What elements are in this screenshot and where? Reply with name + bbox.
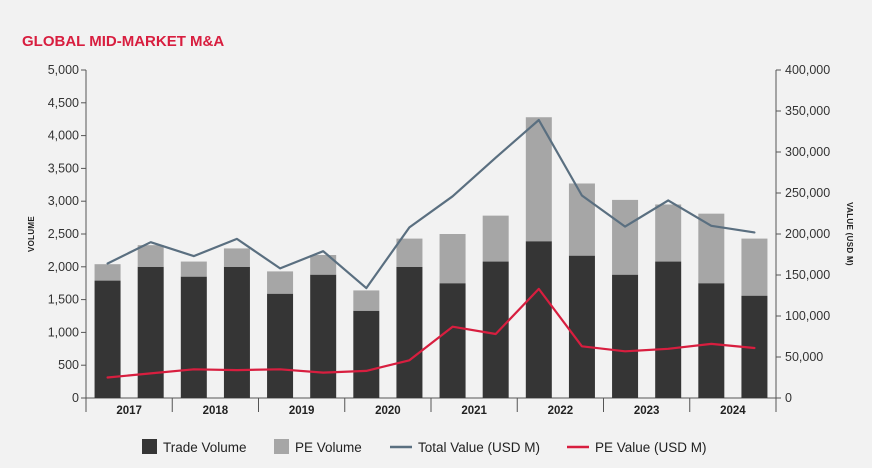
- legend-total-value-label: Total Value (USD M): [418, 440, 540, 455]
- bar-pe-volume: [267, 271, 294, 294]
- bar-trade-volume: [525, 241, 552, 398]
- bar-trade-volume: [396, 266, 423, 398]
- y2-tick-label: 400,000: [785, 63, 830, 77]
- bar-trade-volume: [655, 261, 682, 398]
- y-tick-label: 1,500: [48, 293, 79, 307]
- bar-trade-volume: [137, 266, 164, 398]
- bar-pe-volume: [698, 213, 725, 284]
- bar-trade-volume: [94, 280, 121, 398]
- x-tick-label: 2020: [375, 405, 401, 417]
- y2-tick-label: 150,000: [785, 268, 830, 282]
- line-pe-value: [106, 287, 756, 379]
- bar-pe-volume: [310, 254, 337, 275]
- bar-pe-volume: [94, 264, 121, 281]
- x-tick-label: 2024: [720, 405, 746, 417]
- bar-trade-volume: [439, 283, 466, 398]
- bar-pe-volume: [439, 234, 466, 284]
- y2-tick-label: 0: [785, 391, 792, 405]
- bar-trade-volume: [180, 276, 207, 398]
- bar-pe-volume: [612, 199, 639, 275]
- chart-title: GLOBAL MID-MARKET M&A: [22, 33, 225, 50]
- y-axis-title: VOLUME: [27, 216, 36, 252]
- bar-pe-volume: [396, 238, 423, 267]
- bar-trade-volume: [612, 274, 639, 398]
- bar-trade-volume: [698, 283, 725, 398]
- bar-trade-volume: [482, 261, 509, 398]
- y-tick-label: 500: [58, 358, 79, 372]
- bar-pe-volume: [137, 245, 164, 267]
- y-tick-label: 1,000: [48, 325, 79, 339]
- x-tick-label: 2021: [461, 405, 487, 417]
- bar-pe-volume: [353, 290, 380, 311]
- bar-trade-volume: [223, 266, 250, 398]
- legend-pe-volume-swatch: [274, 439, 289, 454]
- y-tick-label: 4,500: [48, 96, 79, 110]
- bar-trade-volume: [353, 310, 380, 398]
- bar-pe-volume: [741, 238, 768, 296]
- y2-tick-label: 100,000: [785, 309, 830, 323]
- bar-pe-volume: [223, 248, 250, 267]
- y-tick-label: 4,000: [48, 129, 79, 143]
- y-tick-label: 3,000: [48, 194, 79, 208]
- bar-trade-volume: [267, 293, 294, 398]
- bar-pe-volume: [525, 117, 552, 242]
- y2-tick-label: 250,000: [785, 186, 830, 200]
- x-tick-label: 2023: [634, 405, 660, 417]
- y-tick-label: 3,500: [48, 161, 79, 175]
- legend-pe-value-label: PE Value (USD M): [595, 440, 707, 455]
- legend-trade-volume-label: Trade Volume: [163, 440, 247, 455]
- bar-pe-volume: [180, 261, 207, 277]
- y2-tick-label: 300,000: [785, 145, 830, 159]
- y2-tick-label: 50,000: [785, 350, 823, 364]
- x-tick-label: 2017: [116, 405, 142, 417]
- x-tick-label: 2018: [203, 405, 229, 417]
- x-tick-label: 2019: [289, 405, 315, 417]
- y2-tick-label: 350,000: [785, 104, 830, 118]
- bar-trade-volume: [568, 255, 595, 398]
- y-tick-label: 5,000: [48, 63, 79, 77]
- bar-pe-volume: [482, 215, 509, 262]
- y-tick-label: 2,500: [48, 227, 79, 241]
- line-total-value: [106, 118, 756, 290]
- y-tick-label: 2,000: [48, 260, 79, 274]
- y2-axis-title: VALUE (USD M): [845, 202, 854, 266]
- legend-pe-volume-label: PE Volume: [295, 440, 362, 455]
- x-tick-label: 2022: [548, 405, 574, 417]
- legend-trade-volume-swatch: [142, 439, 157, 454]
- y2-tick-label: 200,000: [785, 227, 830, 241]
- bar-pe-volume: [655, 204, 682, 262]
- bar-trade-volume: [310, 274, 337, 398]
- y-tick-label: 0: [72, 391, 79, 405]
